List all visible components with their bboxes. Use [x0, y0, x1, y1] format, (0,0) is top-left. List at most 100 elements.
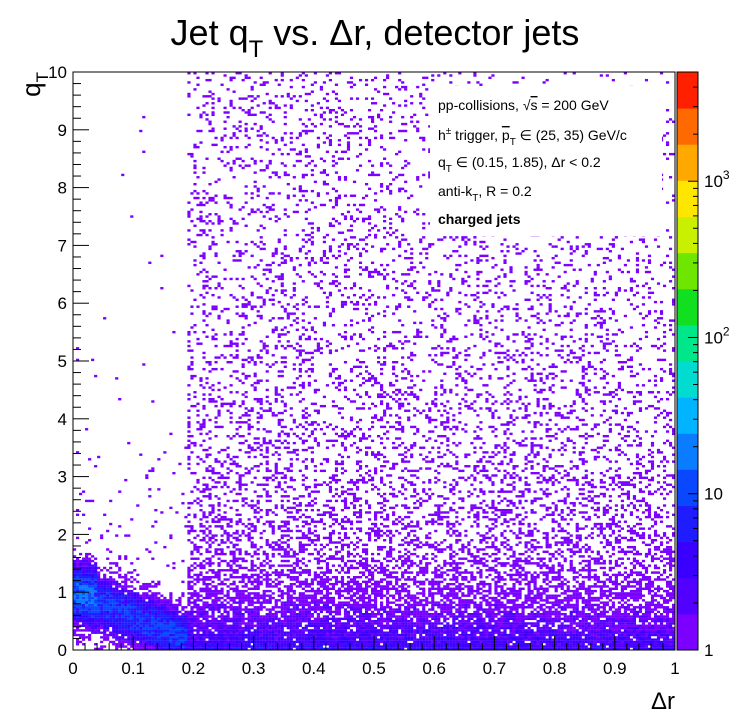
heatmap-cell: [214, 243, 218, 246]
heatmap-cell: [94, 613, 98, 616]
heatmap-cell: [319, 157, 323, 160]
heatmap-cell: [151, 617, 155, 621]
heatmap-cell: [169, 617, 173, 621]
heatmap-cell: [307, 601, 311, 604]
heatmap-cell: [322, 97, 326, 100]
heatmap-cell: [151, 647, 155, 651]
heatmap-cell: [259, 169, 263, 172]
heatmap-cell: [223, 619, 227, 623]
heatmap-cell: [220, 539, 224, 542]
heatmap-cell: [76, 596, 80, 600]
heatmap-cell: [262, 617, 266, 621]
heatmap-cell: [256, 187, 260, 191]
heatmap-cell: [226, 592, 230, 595]
heatmap-cell: [241, 622, 245, 625]
heatmap-cell: [259, 564, 263, 567]
heatmap-cell: [277, 176, 281, 179]
heatmap-cell: [328, 610, 333, 614]
heatmap-cell: [307, 603, 311, 607]
heatmap-cell: [94, 647, 98, 651]
heatmap-cell: [160, 647, 164, 651]
heatmap-cell: [229, 569, 233, 572]
heatmap-cell: [298, 550, 302, 553]
heatmap-cell: [316, 619, 320, 623]
heatmap-cell: [277, 571, 281, 574]
heatmap-cell: [349, 636, 354, 639]
heatmap-cell: [127, 626, 131, 630]
heatmap-cell: [259, 356, 263, 359]
heatmap-cell: [247, 569, 251, 572]
heatmap-cell: [349, 578, 354, 581]
heatmap-cell: [211, 569, 215, 572]
heatmap-cell: [202, 189, 206, 193]
heatmap-cell: [346, 143, 351, 147]
heatmap-cell: [142, 626, 146, 630]
heatmap-cell: [325, 580, 329, 584]
heatmap-cell: [241, 522, 245, 526]
heatmap-cell: [160, 624, 164, 627]
heatmap-cell: [280, 633, 284, 637]
heatmap-cell: [142, 585, 146, 588]
heatmap-cell: [223, 622, 227, 625]
heatmap-cell: [313, 72, 317, 75]
heatmap-cell: [334, 545, 339, 549]
heatmap-cell: [76, 585, 80, 588]
heatmap-cell: [292, 305, 296, 308]
heatmap-cell: [250, 619, 254, 623]
heatmap-cell: [241, 573, 245, 577]
heatmap-cell: [241, 421, 245, 424]
heatmap-cell: [193, 391, 197, 394]
heatmap-cell: [310, 640, 314, 644]
heatmap-cell: [247, 303, 251, 306]
heatmap-cell: [289, 451, 293, 454]
heatmap-cell: [235, 465, 239, 468]
heatmap-cell: [220, 629, 224, 632]
heatmap-cell: [295, 529, 299, 533]
heatmap-cell: [229, 76, 233, 80]
heatmap-cell: [229, 534, 233, 537]
heatmap-cell: [184, 631, 188, 634]
heatmap-cell: [256, 573, 260, 577]
heatmap-cell: [211, 240, 215, 244]
heatmap-cell: [244, 636, 248, 639]
heatmap-cell: [76, 578, 80, 581]
heatmap-cell: [268, 508, 272, 512]
heatmap-cell: [247, 643, 251, 646]
heatmap-cell: [328, 499, 333, 503]
heatmap-cell: [241, 400, 245, 403]
heatmap-cell: [226, 455, 230, 459]
heatmap-cell: [322, 111, 326, 114]
heatmap-cell: [349, 559, 354, 563]
heatmap-cell: [226, 525, 230, 528]
heatmap-cell: [145, 617, 149, 621]
heatmap-cell: [349, 608, 354, 611]
heatmap-cell: [175, 631, 179, 634]
heatmap-cell: [73, 578, 77, 581]
heatmap-cell: [292, 347, 296, 350]
heatmap-cell: [79, 640, 83, 644]
heatmap-cell: [307, 536, 311, 540]
heatmap-cell: [268, 430, 272, 433]
heatmap-cell: [202, 624, 206, 627]
heatmap-cell: [346, 245, 351, 248]
heatmap-cell: [154, 629, 158, 632]
heatmap-cell: [82, 582, 86, 586]
heatmap-cell: [301, 536, 305, 540]
heatmap-cell: [202, 615, 206, 618]
heatmap-cell: [205, 541, 209, 544]
heatmap-cell: [154, 596, 158, 600]
heatmap-cell: [247, 599, 251, 602]
heatmap-cell: [244, 317, 248, 320]
heatmap-cell: [295, 631, 299, 634]
heatmap-cell: [151, 645, 155, 648]
heatmap-cell: [319, 624, 323, 627]
heatmap-cell: [121, 599, 125, 602]
heatmap-cell: [319, 113, 323, 117]
heatmap-cell: [301, 349, 305, 352]
heatmap-cell: [232, 90, 236, 93]
heatmap-cell: [178, 629, 182, 632]
heatmap-cell: [115, 580, 119, 584]
heatmap-cell: [100, 587, 104, 590]
heatmap-cell: [100, 534, 104, 537]
heatmap-cell: [331, 617, 336, 621]
